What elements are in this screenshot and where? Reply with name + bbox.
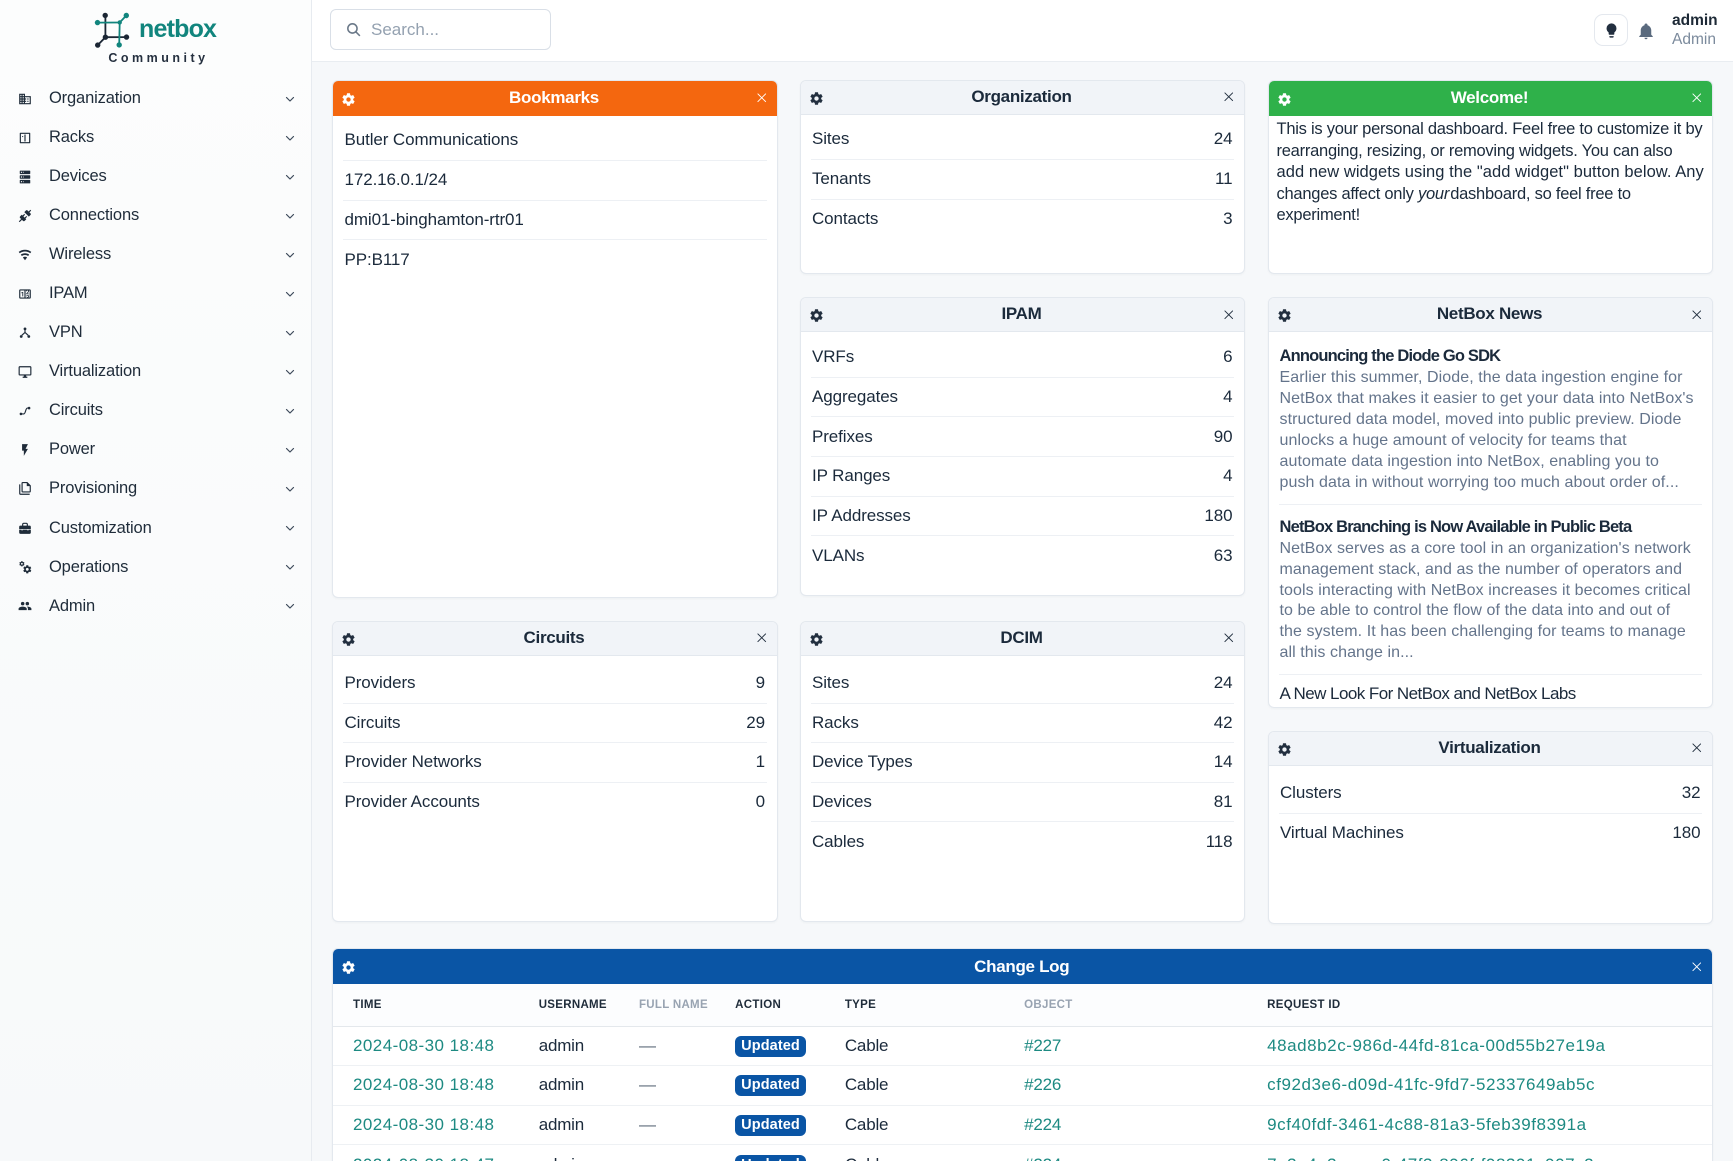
svg-text:netbox: netbox <box>139 15 217 43</box>
